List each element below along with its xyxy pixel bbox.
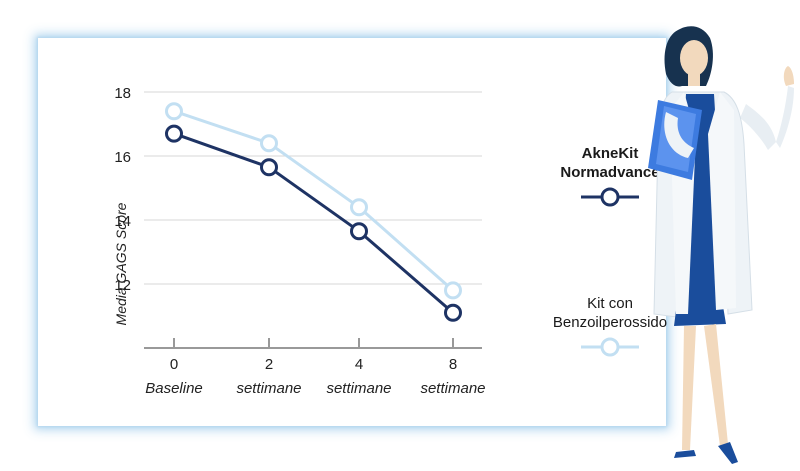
data-point bbox=[165, 124, 183, 143]
doctor-illustration-icon bbox=[648, 26, 794, 464]
y-tick-label: 16 bbox=[114, 149, 131, 166]
legend-entry-aknekit: AkneKit Normadvance bbox=[540, 144, 680, 209]
data-point bbox=[260, 158, 278, 177]
data-point bbox=[165, 102, 183, 121]
x-tick-number: 4 bbox=[355, 356, 363, 373]
legend-label-kit-line2: Benzoilperossido bbox=[552, 314, 668, 331]
y-tick-label: 14 bbox=[114, 213, 131, 230]
y-tick-label: 18 bbox=[114, 85, 131, 102]
x-tick-label: settimane bbox=[326, 380, 391, 397]
chart-card: 12 14 16 18 0 Baseline 2 settimane 4 settimane 8 se… bbox=[38, 38, 667, 426]
legend-label-kit-line1: Kit con bbox=[587, 295, 633, 312]
series-line bbox=[173, 132, 454, 314]
data-point bbox=[350, 198, 368, 217]
legend-swatch-kit bbox=[581, 337, 639, 357]
x-tick-number: 8 bbox=[449, 356, 457, 373]
x-tick-number: 0 bbox=[170, 356, 178, 373]
data-point bbox=[444, 281, 462, 300]
data-point bbox=[444, 303, 462, 322]
legend-entry-kit-benzoilperossido: Kit con Benzoilperossido bbox=[540, 294, 680, 359]
y-tick-label: 12 bbox=[114, 277, 131, 294]
legend-label-aknekit-line2: Normadvance bbox=[560, 164, 660, 181]
legend-swatch-aknekit bbox=[581, 187, 639, 207]
data-point bbox=[260, 134, 278, 153]
line-chart: 12 14 16 18 0 Baseline 2 settimane 4 settimane 8 se… bbox=[114, 85, 485, 397]
x-tick-label: settimane bbox=[236, 380, 301, 397]
x-tick-number: 2 bbox=[265, 356, 273, 373]
x-tick-label: Baseline bbox=[145, 380, 203, 397]
data-point bbox=[350, 222, 368, 241]
x-tick-label: settimane bbox=[420, 380, 485, 397]
y-axis-label: Media GAGS Score bbox=[113, 202, 129, 326]
series-line bbox=[173, 109, 454, 292]
legend-label-aknekit-line1: AkneKit bbox=[581, 145, 639, 162]
